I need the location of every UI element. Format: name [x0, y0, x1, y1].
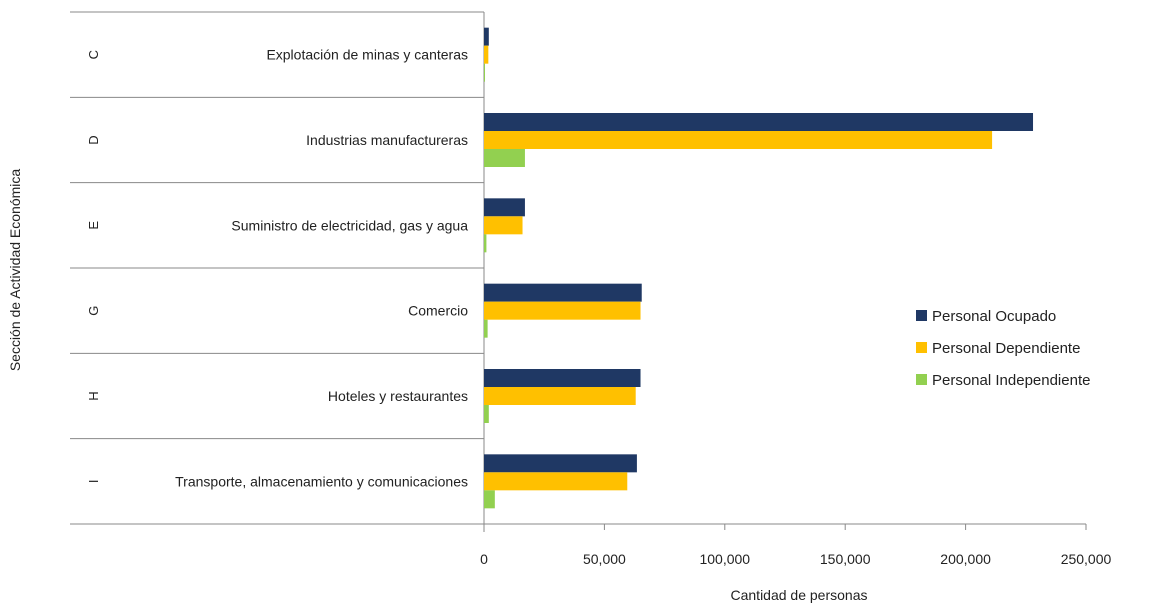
bar: [484, 405, 489, 423]
bar: [484, 472, 628, 491]
category-code: C: [86, 50, 101, 59]
x-tick-label: 100,000: [699, 551, 750, 567]
x-tick-label: 0: [480, 551, 488, 567]
category-label: Hoteles y restaurantes: [328, 388, 468, 404]
x-tick-label: 250,000: [1061, 551, 1112, 567]
category-code: D: [86, 135, 101, 144]
legend-swatch: [916, 310, 927, 321]
category-label: Transporte, almacenamiento y comunicacio…: [175, 473, 468, 489]
bar: [484, 45, 489, 64]
y-axis-title: Sección de Actividad Económica: [7, 169, 23, 372]
category-codes: C D E G H I: [86, 50, 101, 483]
bar: [484, 283, 642, 302]
bar: [484, 63, 485, 82]
category-label: Explotación de minas y canteras: [266, 47, 468, 63]
category-code: I: [86, 480, 101, 484]
x-axis: 0 50,000 100,000 150,000 200,000 250,000: [70, 523, 1112, 567]
bar: [484, 369, 641, 387]
bar: [484, 131, 993, 149]
bar: [484, 149, 525, 167]
category-code: E: [86, 221, 101, 230]
legend-swatch: [916, 374, 927, 385]
legend-label: Personal Dependiente: [932, 340, 1080, 357]
category-code: G: [86, 306, 101, 316]
bar: [484, 319, 488, 338]
x-tick-label: 150,000: [820, 551, 871, 567]
bar: [484, 216, 523, 235]
category-label: Industrias manufactureras: [306, 132, 468, 148]
bar: [484, 454, 637, 473]
legend-label: Personal Independiente: [932, 372, 1090, 389]
bar: [484, 27, 489, 46]
x-tick-label: 50,000: [583, 551, 626, 567]
category-labels: Explotación de minas y canteras Industria…: [175, 47, 468, 490]
bar: [484, 301, 641, 320]
category-code: H: [86, 391, 101, 400]
category-table-frame: [70, 11, 485, 532]
category-label: Suministro de electricidad, gas y agua: [231, 217, 468, 233]
bar: [484, 113, 1034, 131]
bars: [484, 27, 1034, 509]
bar: [484, 234, 487, 253]
x-axis-title: Cantidad de personas: [731, 587, 868, 603]
legend-swatch: [916, 342, 927, 353]
legend-label: Personal Ocupado: [932, 308, 1056, 325]
bar: [484, 387, 636, 405]
bar: [484, 198, 525, 217]
bar: [484, 490, 495, 509]
x-tick-label: 200,000: [940, 551, 991, 567]
category-label: Comercio: [408, 303, 468, 319]
legend: Personal Ocupado Personal Dependiente Pers…: [916, 308, 1090, 389]
